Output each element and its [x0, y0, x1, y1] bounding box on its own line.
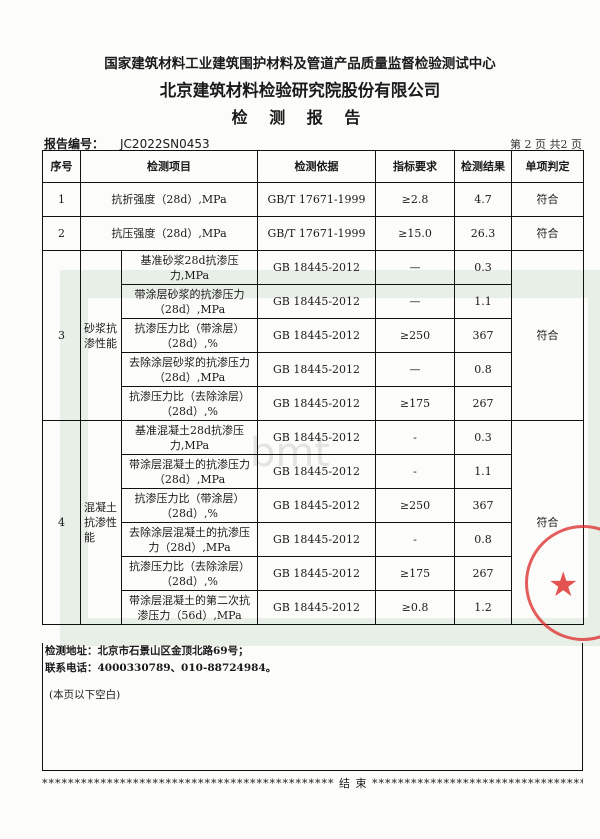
test-item: 带涂层砂浆的抗渗压力（28d）,MPa	[121, 284, 258, 319]
requirement: ≥15.0	[375, 216, 455, 251]
test-basis: GB 18445-2012	[257, 522, 376, 557]
table-row: 去除涂层混凝土的抗渗压力（28d）,MPa GB 18445-2012-0.8	[43, 522, 584, 557]
header-cell: 序号	[42, 150, 81, 183]
test-basis: GB 18445-2012	[257, 284, 376, 319]
table-header-row: 序号 检测项目 检测依据 指标要求 检测结果 单项判定	[42, 150, 584, 183]
result: 26.3	[454, 216, 512, 251]
requirement: —	[375, 284, 455, 319]
result: 0.3	[454, 420, 512, 455]
requirement: ≥175	[375, 556, 455, 591]
verdict: 符合	[511, 182, 584, 217]
table-row: 抗渗压力比（带涂层）（28d）,% GB 18445-2012 ≥250 367	[43, 318, 584, 353]
test-basis: GB 18445-2012	[257, 556, 376, 591]
header-cell: 指标要求	[375, 150, 455, 183]
requirement: —	[375, 250, 455, 285]
requirement: -	[375, 522, 455, 557]
table-row: 3 砂浆抗渗性能 基准砂浆28d抗渗压力,MPa GB 18445-2012—0.3 符…	[42, 250, 584, 421]
test-item: 抗压强度（28d）,MPa	[80, 216, 258, 251]
org-name: 国家建筑材料工业建筑围护材料及管道产品质量监督检验测试中心	[104, 56, 496, 72]
test-group: 砂浆抗渗性能	[80, 250, 122, 421]
test-basis: GB 18445-2012	[257, 590, 376, 625]
requirement: ≥0.8	[375, 590, 455, 625]
test-item: 抗渗压力比（去除涂层）（28d）,%	[121, 556, 258, 591]
test-item: 去除涂层混凝土的抗渗压力（28d）,MPa	[121, 522, 258, 557]
test-item: 抗渗压力比（带涂层）（28d）,%	[121, 488, 258, 523]
result: 0.8	[454, 522, 512, 557]
table-row: 带涂层混凝土的第二次抗渗压力（56d）,MPa GB 18445-2012 ≥0.8…	[43, 590, 584, 625]
requirement: —	[375, 352, 455, 387]
test-basis: GB 18445-2012	[257, 318, 376, 353]
row-number: 1	[42, 182, 81, 217]
page-indicator: 第 2 页 共2 页	[510, 138, 582, 151]
test-basis: GB/T 17671-1999	[257, 216, 376, 251]
result: 1.1	[454, 454, 512, 489]
test-item: 抗折强度（28d）,MPa	[80, 182, 258, 217]
table-row: 4 混凝土抗渗性能 基准混凝土28d抗渗压力,MPa GB 18445-2012-0.…	[42, 420, 584, 625]
requirement: ≥175	[375, 386, 455, 421]
result: 0.8	[454, 352, 512, 387]
header-cell: 单项判定	[511, 150, 584, 183]
phone: 联系电话：4000330789、010-88724984。	[45, 662, 277, 674]
end-line: ****************************************…	[42, 777, 583, 790]
table-row: 2 抗压强度（28d）,MPa GB/T 17671-1999 ≥15.0 26.3 符合	[42, 216, 584, 251]
test-item: 基准砂浆28d抗渗压力,MPa	[121, 250, 258, 285]
report-number-value: JC2022SN0453	[120, 137, 210, 151]
verdict: 符合	[511, 250, 584, 421]
table-row: 带涂层砂浆的抗渗压力（28d）,MPa GB 18445-2012—1.1	[43, 284, 584, 319]
table-row: 1 抗折强度（28d）,MPa GB/T 17671-1999 ≥2.8 4.7 符合	[42, 182, 584, 217]
report-number: 报告编号： JC2022SN0453	[44, 135, 210, 152]
end-text: 结 束	[339, 777, 368, 790]
result: 267	[454, 386, 512, 421]
test-basis: GB 18445-2012	[257, 352, 376, 387]
test-basis: GB 18445-2012	[257, 420, 376, 455]
test-item: 带涂层混凝土的抗渗压力（28d）,MPa	[121, 454, 258, 489]
test-basis: GB 18445-2012	[257, 454, 376, 489]
result: 0.3	[454, 250, 512, 285]
result: 267	[454, 556, 512, 591]
row-number: 2	[42, 216, 81, 251]
address: 检测地址：北京市石景山区金顶北路69号；	[45, 645, 249, 657]
table-row: 带涂层混凝土的抗渗压力（28d）,MPa GB 18445-2012-1.1	[43, 454, 584, 489]
header-cell: 检测依据	[257, 150, 376, 183]
test-basis: GB 18445-2012	[257, 250, 376, 285]
requirement: ≥2.8	[375, 182, 455, 217]
test-basis: GB/T 17671-1999	[257, 182, 376, 217]
page-title: 检 测 报 告	[231, 108, 369, 127]
requirement: -	[375, 420, 455, 455]
header-cell: 检测项目	[80, 150, 258, 183]
results-table: 序号 检测项目 检测依据 指标要求 检测结果 单项判定 1 抗折强度（28d）,MPa GB/T…	[42, 150, 584, 625]
requirement: -	[375, 454, 455, 489]
table-row: 抗渗压力比（去除涂层）（28d）,% GB 18445-2012 ≥175 267	[43, 556, 584, 591]
test-item: 基准混凝土28d抗渗压力,MPa	[121, 420, 258, 455]
result: 1.2	[454, 590, 512, 625]
requirement: ≥250	[375, 488, 455, 523]
table-row: 抗渗压力比（去除涂层）（28d）,% GB 18445-2012 ≥175 267	[43, 386, 584, 421]
result: 367	[454, 318, 512, 353]
result: 367	[454, 488, 512, 523]
company-name: 北京建筑材料检验研究院股份有限公司	[159, 81, 441, 100]
test-item: 抗渗压力比（去除涂层）（28d）,%	[121, 386, 258, 421]
header-cell: 检测结果	[454, 150, 512, 183]
verdict: 符合	[511, 216, 584, 251]
row-number: 3	[42, 250, 81, 421]
test-item: 抗渗压力比（带涂层）（28d）,%	[121, 318, 258, 353]
table-row: 抗渗压力比（带涂层）（28d）,% GB 18445-2012 ≥250 367	[43, 488, 584, 523]
stamp-star-icon: ★	[548, 565, 579, 605]
requirement: ≥250	[375, 318, 455, 353]
test-group: 混凝土抗渗性能	[80, 420, 122, 625]
test-item: 带涂层混凝土的第二次抗渗压力（56d）,MPa	[121, 590, 258, 625]
result: 1.1	[454, 284, 512, 319]
test-basis: GB 18445-2012	[257, 386, 376, 421]
row-number: 4	[42, 420, 81, 625]
table-row: 去除涂层砂浆的抗渗压力（28d）,MPa GB 18445-2012—0.8	[43, 352, 584, 387]
footer-box: 检测地址：北京市石景山区金顶北路69号； 联系电话：4000330789、010…	[42, 643, 583, 771]
blank-note: (本页以下空白)	[49, 689, 121, 701]
result: 4.7	[454, 182, 512, 217]
report-number-label: 报告编号：	[44, 137, 105, 151]
test-item: 去除涂层砂浆的抗渗压力（28d）,MPa	[121, 352, 258, 387]
test-basis: GB 18445-2012	[257, 488, 376, 523]
